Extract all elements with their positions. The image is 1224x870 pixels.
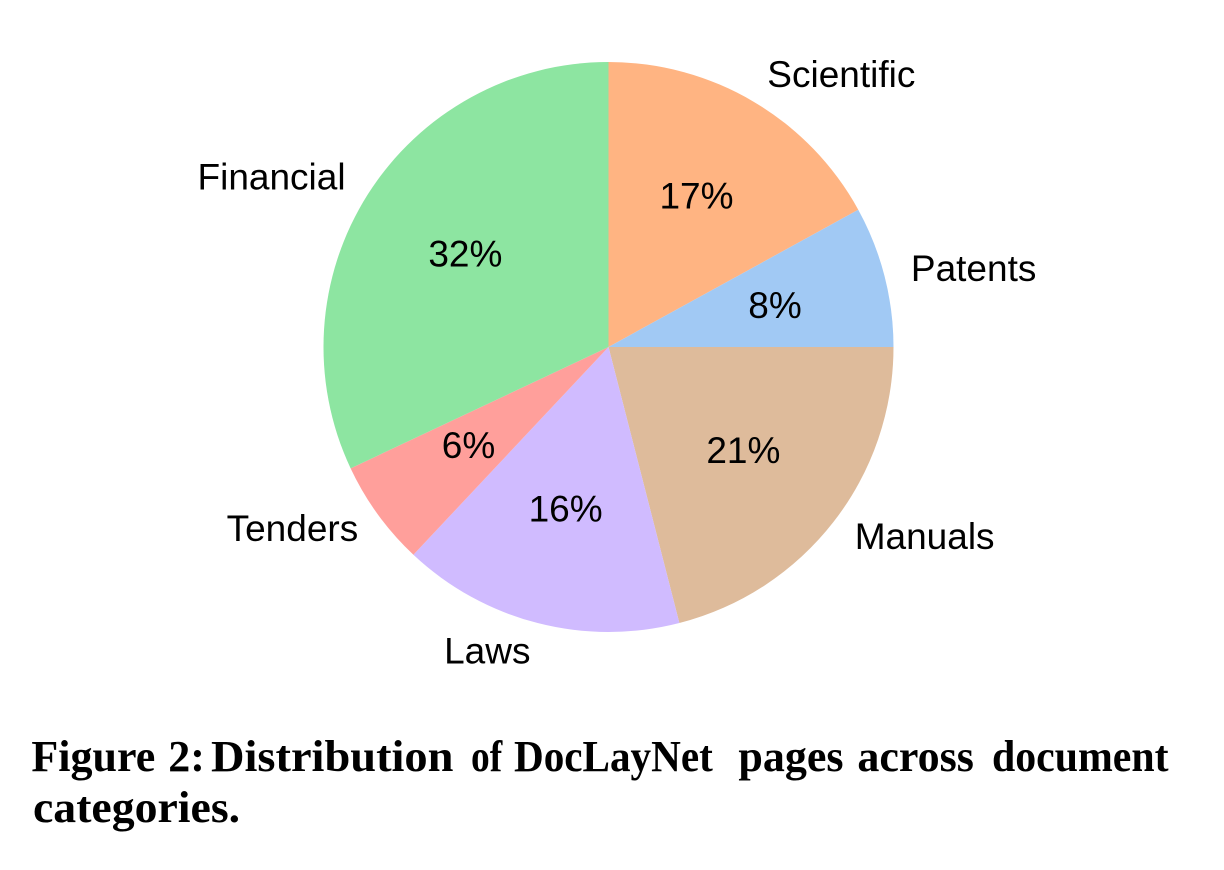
svg-text:Financial: Financial xyxy=(198,156,346,197)
svg-text:17%: 17% xyxy=(659,176,733,217)
svg-text:Laws: Laws xyxy=(444,631,530,672)
svg-text:32%: 32% xyxy=(428,233,502,274)
svg-text:Manuals: Manuals xyxy=(855,516,995,557)
svg-text:Scientific: Scientific xyxy=(767,54,915,95)
svg-text:16%: 16% xyxy=(529,489,603,530)
svg-text:Tenders: Tenders xyxy=(227,508,359,549)
svg-text:8%: 8% xyxy=(748,285,801,326)
svg-text:Patents: Patents xyxy=(911,248,1036,289)
svg-text:21%: 21% xyxy=(706,430,780,471)
svg-text:6%: 6% xyxy=(442,425,495,466)
